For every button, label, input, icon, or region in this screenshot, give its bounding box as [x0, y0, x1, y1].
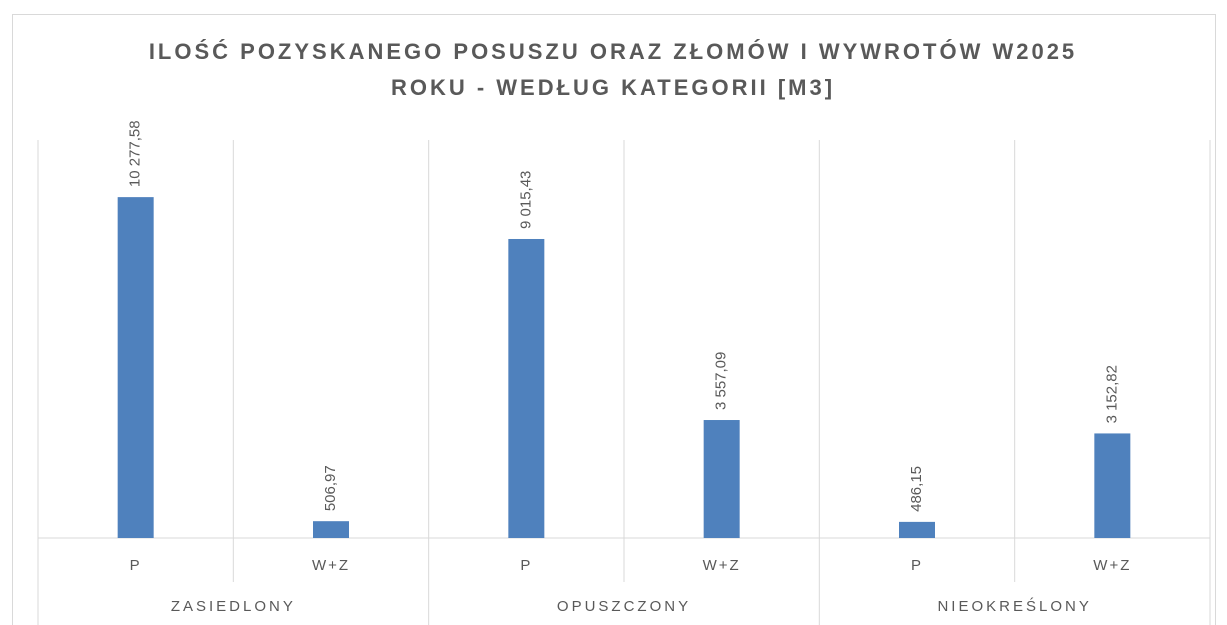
group-label: NIEOKREŚLONY	[937, 597, 1091, 615]
data-label: 506,97	[322, 465, 339, 511]
data-label: 9 015,43	[517, 171, 534, 229]
bar	[703, 420, 740, 538]
group-label: OPUSZCZONY	[557, 598, 691, 615]
group-label: ZASIEDLONY	[171, 598, 296, 615]
bar	[899, 521, 935, 538]
data-label: 3 152,82	[1103, 365, 1120, 423]
x-tick-label: P	[911, 557, 923, 574]
bar	[508, 238, 545, 539]
data-label: 486,15	[908, 466, 925, 512]
x-tick-label: W+Z	[312, 557, 350, 574]
x-tick-label: W+Z	[703, 557, 741, 574]
x-tick-label: W+Z	[1093, 557, 1131, 574]
x-tick-label: P	[520, 557, 532, 574]
chart-border	[12, 14, 1216, 625]
data-label: 10 277,58	[127, 120, 144, 187]
bar	[313, 521, 349, 538]
x-tick-label: P	[130, 557, 142, 574]
chart-title: ILOŚĆ POZYSKANEGO POSUSZU ORAZ ZŁOMÓW I …	[148, 39, 1078, 100]
bar	[117, 197, 154, 538]
data-label: 3 557,09	[713, 352, 730, 410]
bar	[1094, 433, 1131, 538]
